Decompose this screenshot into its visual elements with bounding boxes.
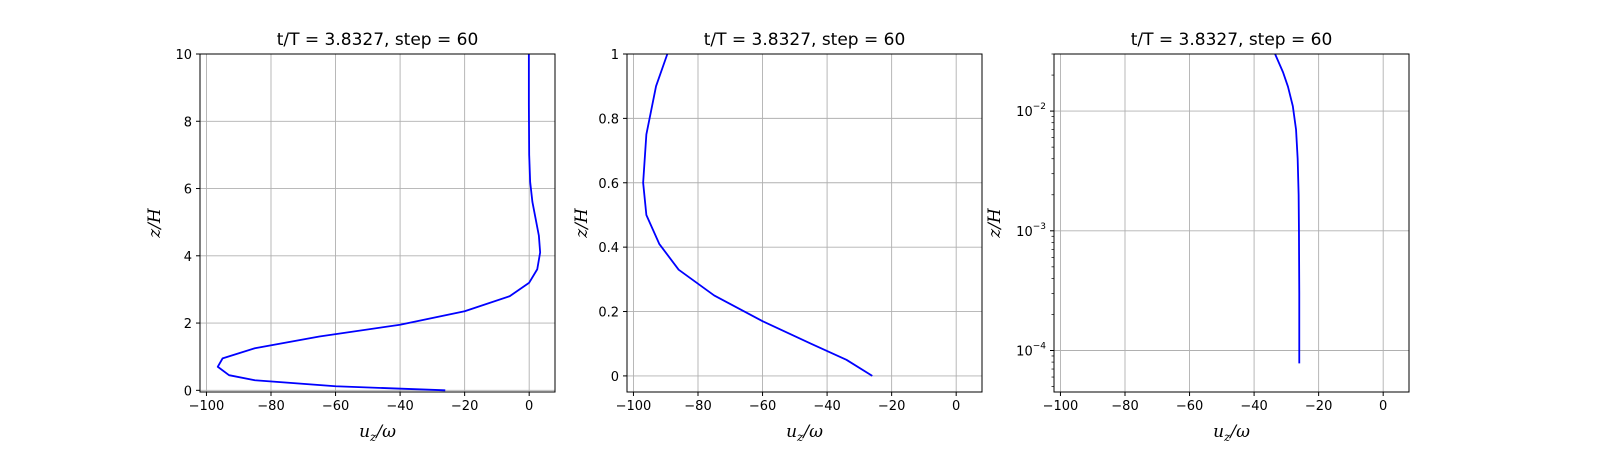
chart-title: t/T = 3.8327, step = 60 <box>704 30 906 50</box>
chart-title: t/T = 3.8327, step = 60 <box>1131 30 1333 50</box>
y-tick-label: 6 <box>184 183 192 198</box>
y-tick-label: 0 <box>184 384 192 399</box>
x-tick-label: −100 <box>616 399 652 414</box>
y-axis-label: z/H <box>572 207 592 239</box>
y-tick-label: 10−2 <box>1016 102 1046 120</box>
x-tick-label: 0 <box>525 399 533 414</box>
x-tick-label: −60 <box>322 399 349 414</box>
x-tick-label: −100 <box>1043 399 1079 414</box>
y-tick-label: 0.2 <box>598 306 619 321</box>
y-tick-label: 0.4 <box>598 241 619 256</box>
y-tick-label: 10−3 <box>1016 222 1046 240</box>
x-tick-label: −40 <box>813 399 840 414</box>
x-tick-label: −20 <box>451 399 478 414</box>
x-tick-label: −20 <box>878 399 905 414</box>
series-line-1 <box>1274 53 1301 364</box>
x-tick-label: −80 <box>257 399 284 414</box>
x-tick-label: 0 <box>1379 399 1387 414</box>
y-tick-label: 10 <box>175 48 192 63</box>
x-tick-label: −20 <box>1305 399 1332 414</box>
panel-3: −100 −80 −60 −40 −20 0 10−4 10−3 10−2 t/T = 3.832… <box>985 30 1410 444</box>
series-line-1 <box>642 53 873 377</box>
x-tick-label: −60 <box>749 399 776 414</box>
panel-2: −100 −80 −60 −40 −20 0 0 0.2 0.4 0.6 0.8 1 t/T = 3.8… <box>572 30 983 444</box>
x-tick-label: −40 <box>1240 399 1267 414</box>
y-axis-label: z/H <box>145 207 165 239</box>
y-tick-label: 2 <box>184 317 192 332</box>
x-tick-label: −80 <box>1111 399 1138 414</box>
y-tick-label: 0.6 <box>598 177 619 192</box>
plot-frame <box>1053 53 1410 393</box>
y-tick-label: 0 <box>611 370 619 385</box>
chart-title: t/T = 3.8327, step = 60 <box>277 30 479 50</box>
y-tick-label: 1 <box>611 48 619 63</box>
plot-frame <box>199 53 556 393</box>
x-axis-label: uz/ω <box>359 422 396 444</box>
x-axis-label: uz/ω <box>1213 422 1250 444</box>
x-tick-label: −80 <box>684 399 711 414</box>
panel-1: −100 −80 −60 −40 −20 0 0 2 4 6 8 10 t/T = 3.8327, st… <box>145 30 556 444</box>
x-tick-label: −60 <box>1176 399 1203 414</box>
series-line-1 <box>216 54 542 392</box>
y-axis-label: z/H <box>985 207 1005 239</box>
x-tick-label: 0 <box>952 399 960 414</box>
plot-frame <box>626 53 983 393</box>
x-axis-label: uz/ω <box>786 422 823 444</box>
x-tick-label: −100 <box>189 399 225 414</box>
y-tick-label: 8 <box>184 115 192 130</box>
y-tick-label: 10−4 <box>1016 341 1046 359</box>
y-tick-label: 0.8 <box>598 112 619 127</box>
y-tick-label: 4 <box>184 250 192 265</box>
x-tick-label: −40 <box>386 399 413 414</box>
